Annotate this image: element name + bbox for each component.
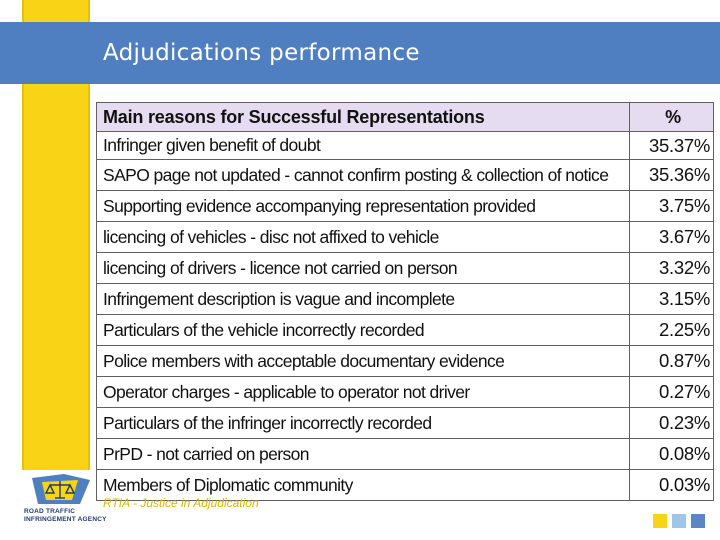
reason-cell: Particulars of the infringer incorrectly… xyxy=(96,407,630,439)
corner-square-blue xyxy=(691,514,705,528)
table-row: SAPO page not updated - cannot confirm p… xyxy=(96,159,714,191)
percent-cell: 2.25% xyxy=(629,314,714,346)
slide-title: Adjudications performance xyxy=(103,40,420,66)
percent-cell: 3.32% xyxy=(629,252,714,284)
header-percent: % xyxy=(629,102,714,132)
table-row: Infringer given benefit of doubt 35.37% xyxy=(96,131,714,160)
table-row: Infringement description is vague and in… xyxy=(96,283,714,315)
footer-tagline: RTIA - Justice in Adjudication xyxy=(103,496,259,510)
reason-cell: licencing of vehicles - disc not affixed… xyxy=(96,221,630,253)
table-row: Members of Diplomatic community 0.03% xyxy=(96,469,714,501)
table-row: licencing of vehicles - disc not affixed… xyxy=(96,221,714,253)
percent-cell: 0.27% xyxy=(629,376,714,408)
reason-cell: Particulars of the vehicle incorrectly r… xyxy=(96,314,630,346)
corner-square-light-blue xyxy=(672,514,686,528)
percent-cell: 35.36% xyxy=(629,159,714,191)
reason-cell: Operator charges - applicable to operato… xyxy=(96,376,630,408)
table-row: licencing of drivers - licence not carri… xyxy=(96,252,714,284)
percent-cell: 0.23% xyxy=(629,407,714,439)
percent-cell: 35.37% xyxy=(629,131,714,160)
reason-cell: SAPO page not updated - cannot confirm p… xyxy=(96,159,630,191)
title-band xyxy=(0,22,720,84)
table-row: PrPD - not carried on person 0.08% xyxy=(96,438,714,470)
scales-icon xyxy=(44,481,76,499)
table-row: Particulars of the infringer incorrectly… xyxy=(96,407,714,439)
reason-cell: Members of Diplomatic community xyxy=(96,469,630,501)
reason-cell: Police members with acceptable documenta… xyxy=(96,345,630,377)
reason-cell: PrPD - not carried on person xyxy=(96,438,630,470)
reason-cell: Supporting evidence accompanying represe… xyxy=(96,190,630,222)
percent-cell: 0.03% xyxy=(629,469,714,501)
table-row: Police members with acceptable documenta… xyxy=(96,345,714,377)
logo-line-1: ROAD TRAFFIC xyxy=(24,508,76,515)
percent-cell: 3.67% xyxy=(629,221,714,253)
reason-cell: Infringement description is vague and in… xyxy=(96,283,630,315)
logo-line-2: INFRINGEMENT AGENCY xyxy=(24,516,107,523)
percent-cell: 0.08% xyxy=(629,438,714,470)
reason-cell: licencing of drivers - licence not carri… xyxy=(96,252,630,284)
percent-cell: 3.75% xyxy=(629,190,714,222)
table-row: Particulars of the vehicle incorrectly r… xyxy=(96,314,714,346)
percent-cell: 3.15% xyxy=(629,283,714,315)
logo-wordmark: ROAD TRAFFIC INFRINGEMENT AGENCY xyxy=(24,508,107,524)
percent-cell: 0.87% xyxy=(629,345,714,377)
table-row: Operator charges - applicable to operato… xyxy=(96,376,714,408)
corner-square-yellow xyxy=(653,514,667,528)
rtia-logo xyxy=(32,474,90,504)
header-reason: Main reasons for Successful Representati… xyxy=(96,102,630,132)
table-header-row: Main reasons for Successful Representati… xyxy=(96,102,714,132)
reasons-table: Main reasons for Successful Representati… xyxy=(96,102,714,501)
table-row: Supporting evidence accompanying represe… xyxy=(96,190,714,222)
reason-cell: Infringer given benefit of doubt xyxy=(96,131,630,160)
